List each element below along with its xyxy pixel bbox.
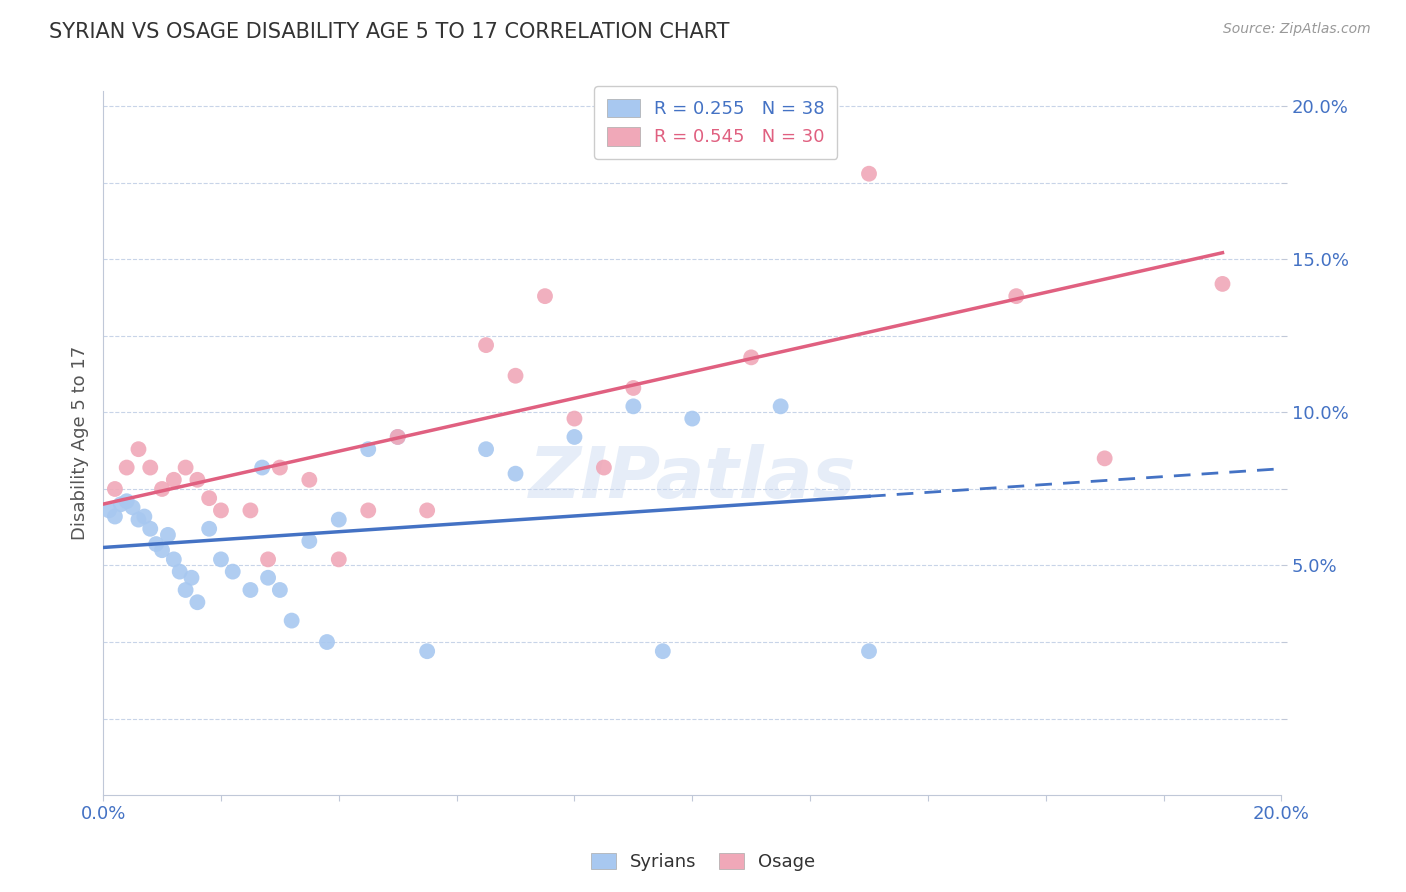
Point: [593, 460, 616, 475]
Point: [198, 522, 221, 536]
Point: [269, 460, 291, 475]
Point: [534, 289, 557, 303]
Point: [150, 482, 173, 496]
Legend: R = 0.255   N = 38, R = 0.545   N = 30: R = 0.255 N = 38, R = 0.545 N = 30: [595, 86, 837, 159]
Point: [651, 644, 673, 658]
Point: [163, 473, 186, 487]
Point: [1211, 277, 1233, 291]
Point: [681, 124, 703, 138]
Point: [104, 482, 127, 496]
Point: [186, 595, 208, 609]
Point: [564, 430, 586, 444]
Y-axis label: Disability Age 5 to 17: Disability Age 5 to 17: [72, 346, 89, 541]
Point: [505, 467, 527, 481]
Point: [1094, 451, 1116, 466]
Point: [328, 512, 350, 526]
Point: [280, 614, 302, 628]
Point: [139, 522, 162, 536]
Point: [198, 491, 221, 505]
Point: [416, 644, 439, 658]
Point: [115, 460, 138, 475]
Point: [163, 552, 186, 566]
Point: [387, 430, 409, 444]
Point: [139, 460, 162, 475]
Point: [169, 565, 191, 579]
Point: [564, 411, 586, 425]
Point: [98, 503, 121, 517]
Point: [209, 552, 232, 566]
Point: [110, 497, 132, 511]
Point: [174, 582, 197, 597]
Point: [134, 509, 156, 524]
Point: [104, 509, 127, 524]
Point: [257, 552, 280, 566]
Point: [769, 400, 792, 414]
Point: [222, 565, 245, 579]
Point: [740, 351, 762, 365]
Point: [127, 512, 149, 526]
Point: [239, 503, 262, 517]
Point: [115, 494, 138, 508]
Point: [121, 500, 143, 515]
Text: ZIPatlas: ZIPatlas: [529, 443, 856, 513]
Legend: Syrians, Osage: Syrians, Osage: [583, 846, 823, 879]
Point: [858, 167, 880, 181]
Point: [145, 537, 167, 551]
Point: [269, 582, 291, 597]
Point: [298, 534, 321, 549]
Point: [250, 460, 273, 475]
Point: [621, 400, 644, 414]
Point: [387, 430, 409, 444]
Point: [174, 460, 197, 475]
Point: [505, 368, 527, 383]
Point: [180, 571, 202, 585]
Point: [1005, 289, 1028, 303]
Point: [209, 503, 232, 517]
Point: [858, 644, 880, 658]
Point: [416, 503, 439, 517]
Point: [156, 528, 179, 542]
Point: [298, 473, 321, 487]
Text: Source: ZipAtlas.com: Source: ZipAtlas.com: [1223, 22, 1371, 37]
Point: [357, 442, 380, 457]
Point: [357, 503, 380, 517]
Point: [239, 582, 262, 597]
Point: [150, 543, 173, 558]
Point: [127, 442, 149, 457]
Point: [621, 381, 644, 395]
Text: SYRIAN VS OSAGE DISABILITY AGE 5 TO 17 CORRELATION CHART: SYRIAN VS OSAGE DISABILITY AGE 5 TO 17 C…: [49, 22, 730, 42]
Point: [186, 473, 208, 487]
Point: [257, 571, 280, 585]
Point: [475, 442, 498, 457]
Point: [681, 411, 703, 425]
Point: [328, 552, 350, 566]
Point: [316, 635, 339, 649]
Point: [475, 338, 498, 352]
